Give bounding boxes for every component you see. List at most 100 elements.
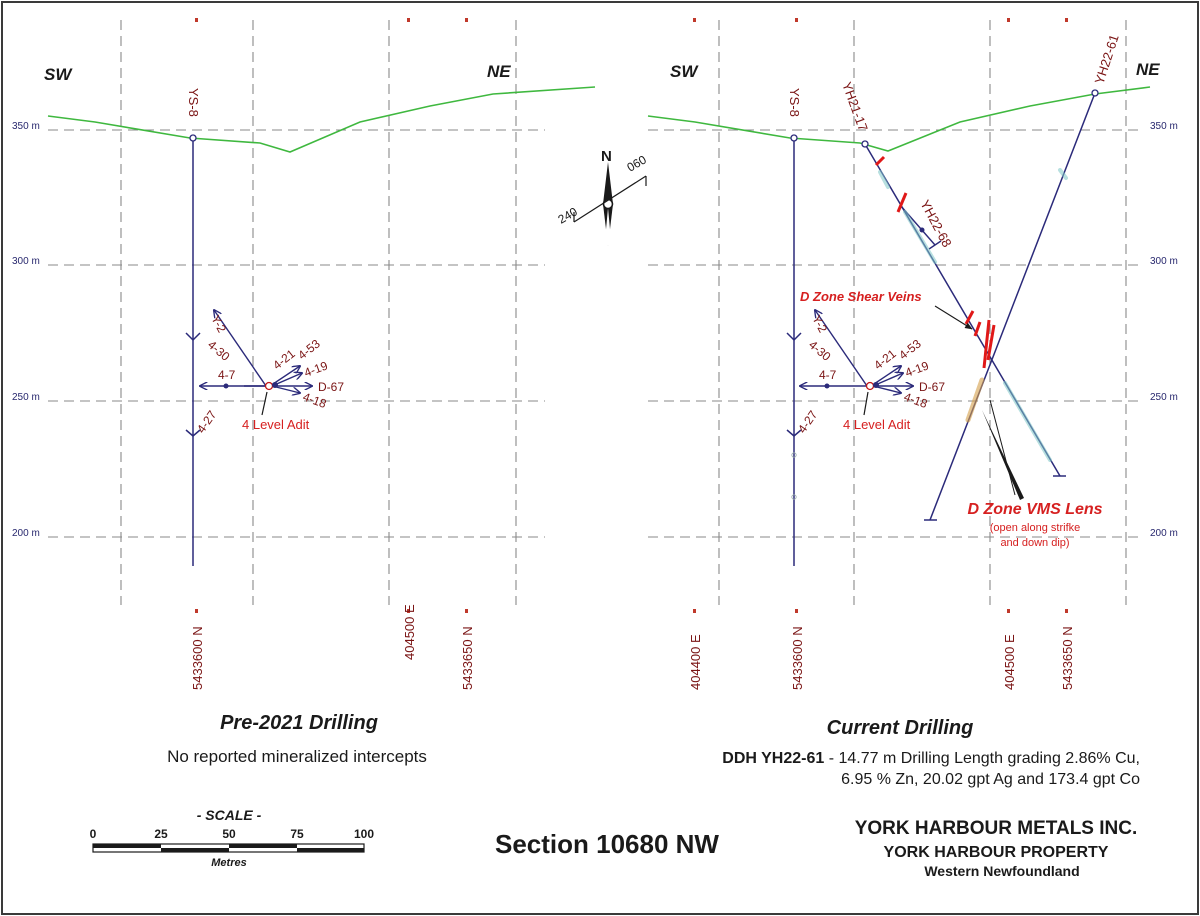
right-shear-veins <box>874 155 996 369</box>
right-vms-note-1: (open along strifke <box>990 522 1081 534</box>
left-top-ticks <box>195 18 468 613</box>
right-hole-label-ys8: YS-8 <box>787 88 802 117</box>
right-label-shear-veins: D Zone Shear Veins <box>800 289 922 304</box>
right-section-panel: 350 m 300 m 250 m 200 m SW NE YS-8 YH21-… <box>647 18 1178 788</box>
right-label-vms-lens: D Zone VMS Lens <box>967 501 1102 518</box>
scale-units: Metres <box>211 857 246 869</box>
left-panel-subtitle: No reported mineralized intercepts <box>167 747 427 766</box>
scale-tick-25: 25 <box>154 827 168 841</box>
right-direction-sw: SW <box>670 62 699 81</box>
left-hole-label-4-27: 4-27 <box>194 408 219 436</box>
left-hole-label-ys8: YS-8 <box>186 88 201 117</box>
north-arrow-n: N <box>601 148 612 165</box>
right-collar-ys8 <box>790 134 798 142</box>
right-hole-label-yh22-61: YH22-61 <box>1092 32 1122 85</box>
right-drillhole-yh22-61 <box>929 92 1096 521</box>
left-adit-collar-2 <box>272 382 278 388</box>
left-elevation-gridlines <box>48 129 545 538</box>
left-adit-label: 4 Level Adit <box>242 417 310 432</box>
right-direction-ne: NE <box>1136 60 1160 79</box>
right-topography-line <box>647 86 1151 152</box>
left-hole-label-4-7: 4-7 <box>218 368 236 382</box>
left-coord-5433600n: 5433600 N <box>190 626 205 690</box>
left-adit-pointer <box>261 391 268 416</box>
region-name: Western Newfoundland <box>924 863 1079 879</box>
left-elevation-label-250: 250 m <box>12 392 40 403</box>
right-hole-label-y2: Y-2 <box>809 313 830 335</box>
right-hole-label-d67: D-67 <box>919 380 945 394</box>
right-vms-note-2: and down dip) <box>1000 537 1069 549</box>
left-elevation-label-300: 300 m <box>12 256 40 267</box>
left-coordinate-gridlines <box>120 20 517 605</box>
north-arrow: N 060 240 <box>556 148 649 246</box>
right-panel-title: Current Drilling <box>827 717 974 739</box>
left-elevation-label-350: 350 m <box>12 121 40 132</box>
left-hole-label-4-30: 4-30 <box>205 338 233 364</box>
right-hole-label-4-19: 4-19 <box>903 358 931 379</box>
right-elevation-gridlines <box>648 129 1140 538</box>
left-panel-title: Pre-2021 Drilling <box>220 712 378 734</box>
scale-title: - SCALE - <box>197 807 262 823</box>
right-coord-5433650n: 5433650 N <box>1060 626 1075 690</box>
left-hole-label-y2: Y-2 <box>208 313 229 335</box>
left-direction-sw: SW <box>44 65 73 84</box>
right-collar-yh22-61 <box>1091 89 1099 97</box>
right-result-hole: DDH YH22-61 <box>722 750 824 767</box>
left-elevation-label-200: 200 m <box>12 528 40 539</box>
right-hole-label-4-53: 4-53 <box>896 336 924 362</box>
right-top-ticks <box>693 18 1068 613</box>
left-hole-label-d67: D-67 <box>318 380 344 394</box>
right-elevation-label-200: 200 m <box>1150 528 1178 539</box>
section-title: Section 10680 NW <box>495 829 719 859</box>
right-coordinate-gridlines <box>718 20 1127 605</box>
scale-bar: - SCALE - 0 25 50 75 100 Metres <box>90 807 375 869</box>
left-adit-node-4-7 <box>223 383 229 389</box>
left-adit-collar <box>264 381 274 391</box>
right-vms-pointer <box>982 410 1024 500</box>
scale-tick-0: 0 <box>90 827 97 841</box>
right-result-text-1: - 14.77 m Drilling Length grading 2.86% … <box>824 750 1140 767</box>
right-hole-label-4-30: 4-30 <box>806 338 834 364</box>
scale-tick-50: 50 <box>222 827 236 841</box>
right-hole-label-4-7: 4-7 <box>819 368 837 382</box>
right-hole-label-yh21-17: YH21-17 <box>839 80 871 133</box>
right-collar-yh21-17 <box>861 140 869 148</box>
scale-tick-100: 100 <box>354 827 374 841</box>
right-vms-intercept <box>965 377 985 423</box>
right-result-line-2: 6.95 % Zn, 20.02 gpt Ag and 173.4 gpt Co <box>841 771 1140 788</box>
north-arrow-az-240: 240 <box>556 204 581 226</box>
left-hole-label-4-19: 4-19 <box>302 358 330 379</box>
right-hole-label-4-27: 4-27 <box>795 408 820 436</box>
left-collar-ys8 <box>189 134 197 142</box>
right-alteration-intervals <box>878 168 1068 462</box>
right-vms-pointer-2 <box>989 399 1016 496</box>
right-coord-404500e: 404500 E <box>1002 634 1017 690</box>
right-ys8-branches <box>786 332 802 437</box>
scale-tick-75: 75 <box>290 827 304 841</box>
right-shear-veins-pointer <box>934 305 973 330</box>
left-direction-ne: NE <box>487 62 511 81</box>
right-result-line-1: DDH YH22-61 - 14.77 m Drilling Length gr… <box>722 750 1140 767</box>
left-coord-5433650n: 5433650 N <box>460 626 475 690</box>
right-elevation-label-300: 300 m <box>1150 256 1178 267</box>
right-elevation-label-250: 250 m <box>1150 392 1178 403</box>
right-coord-404400e: 404400 E <box>688 634 703 690</box>
right-adit-collar-2 <box>873 382 879 388</box>
left-section-panel: 350 m 300 m 250 m 200 m SW NE YS-8 <box>12 18 596 766</box>
right-elevation-label-350: 350 m <box>1150 121 1178 132</box>
right-ys8-sample-1 <box>791 452 797 458</box>
left-coord-404500e: 404500 E <box>402 604 417 660</box>
left-topography-line <box>47 86 596 153</box>
right-adit-pointer <box>863 391 869 416</box>
right-adit-collar <box>865 381 875 391</box>
right-yh22-68-end <box>928 240 942 250</box>
property-name: YORK HARBOUR PROPERTY <box>884 844 1109 861</box>
right-coord-5433600n: 5433600 N <box>790 626 805 690</box>
right-hole-label-4-21: 4-21 <box>871 346 899 372</box>
left-hole-label-4-21: 4-21 <box>270 346 298 372</box>
right-node-yh22-68 <box>919 227 925 233</box>
right-adit-label: 4 Level Adit <box>843 417 911 432</box>
